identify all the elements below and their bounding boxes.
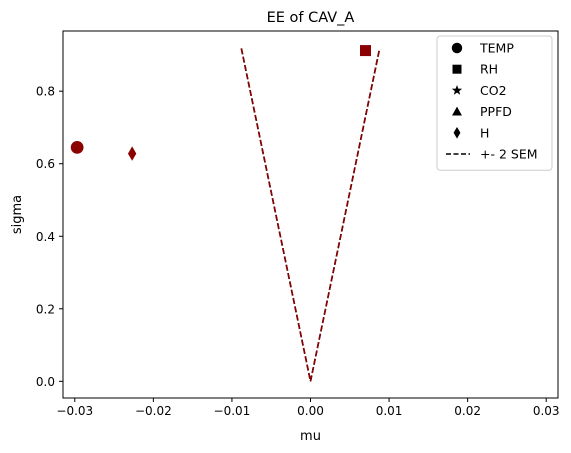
legend-label: H [480,125,489,140]
sem-line-black [240,48,381,382]
y-tick-label: 0.2 [36,302,55,316]
legend-marker-temp [451,42,463,54]
sem-line-red [240,48,381,382]
y-tick-label: 0.8 [36,85,55,99]
legend-box [436,35,553,171]
legend-marker-ppfd [452,106,462,116]
legend-marker-co2 [451,85,463,95]
legend-label: CO2 [480,83,507,98]
x-tick-label: −0.02 [135,404,172,418]
x-axis-title: mu [300,429,321,444]
x-tick-label: 0.01 [376,404,403,418]
chart-title: EE of CAV_A [267,10,355,26]
y-axis: 0.0 0.2 0.4 0.6 0.8 [36,85,63,389]
y-tick-label: 0.4 [36,230,55,244]
x-tick-label: 0.02 [454,404,481,418]
legend-label: TEMP [479,41,514,56]
data-point-rh [360,45,371,57]
data-point-h [127,146,137,161]
legend-label: +- 2 SEM [480,147,538,162]
legend-marker-rh [452,64,462,74]
x-tick-label: 0.00 [297,404,324,418]
y-tick-label: 0.6 [36,157,55,171]
legend: TEMP RH CO2 PPFD H +- 2 SEM [436,35,553,171]
legend-label: RH [480,62,498,77]
x-tick-label: 0.03 [533,404,560,418]
y-axis-title: sigma [10,195,25,234]
y-tick-label: 0.0 [36,375,55,389]
x-tick-label: −0.01 [214,404,251,418]
x-tick-label: −0.03 [56,404,93,418]
x-axis: −0.03 −0.02 −0.01 0.00 0.01 0.02 0.03 [56,398,560,418]
legend-label: PPFD [480,104,512,119]
legend-marker-h [453,126,461,139]
data-point-temp [70,141,84,154]
